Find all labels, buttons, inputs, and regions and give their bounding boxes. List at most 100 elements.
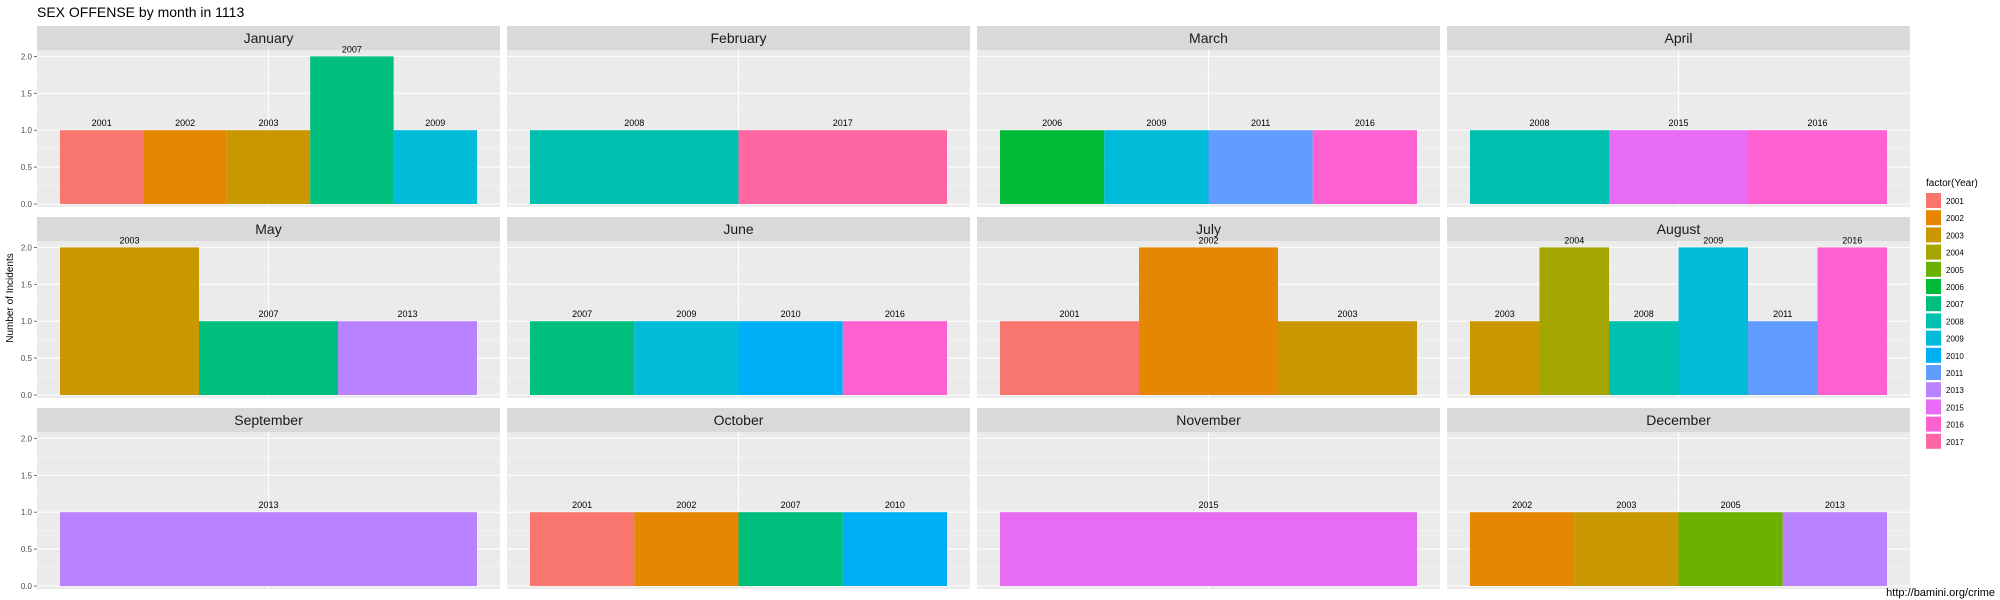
facet-strip bbox=[1447, 26, 1910, 50]
bar-october-2001 bbox=[530, 512, 635, 586]
bar-label: 2013 bbox=[397, 309, 417, 319]
bar-label: 2005 bbox=[1721, 500, 1741, 510]
bar-june-2009 bbox=[634, 321, 739, 395]
bar-february-2008 bbox=[530, 130, 739, 204]
y-tick-label: 0.0 bbox=[21, 200, 33, 209]
facet-strip bbox=[977, 408, 1440, 432]
legend-label: 2002 bbox=[1946, 214, 1964, 223]
legend-label: 2013 bbox=[1946, 386, 1964, 395]
legend-label: 2001 bbox=[1946, 197, 1964, 206]
y-tick-label: 1.5 bbox=[21, 280, 33, 289]
bar-label: 2015 bbox=[1668, 118, 1688, 128]
y-tick-label: 1.5 bbox=[21, 471, 33, 480]
bar-label: 2003 bbox=[1616, 500, 1636, 510]
bar-may-2007 bbox=[199, 321, 338, 395]
legend-swatch-2002 bbox=[1926, 210, 1941, 226]
legend-swatch-2013 bbox=[1926, 382, 1941, 398]
legend-label: 2003 bbox=[1946, 231, 1964, 240]
bar-january-2007 bbox=[310, 56, 394, 204]
facet-panels: January 0.0 0.5 1.0 1.5 2.0 2001 2002 2003 2007 20… bbox=[21, 26, 1910, 591]
legend-swatch-2011 bbox=[1926, 365, 1941, 380]
legend-swatch-2017 bbox=[1926, 433, 1941, 449]
legend-swatch-2007 bbox=[1926, 296, 1941, 312]
bar-april-2015 bbox=[1609, 130, 1748, 204]
facet-strip bbox=[507, 408, 970, 432]
legend-label: 2008 bbox=[1946, 317, 1964, 326]
legend-swatch-2015 bbox=[1926, 399, 1941, 415]
facet-panel-april: April 2008 2015 2016 bbox=[1447, 26, 1910, 207]
bar-label: 2015 bbox=[1198, 500, 1218, 510]
y-tick-label: 0.5 bbox=[21, 354, 33, 363]
facet-strip bbox=[507, 217, 970, 241]
bar-label: 2001 bbox=[92, 118, 112, 128]
chart-title: SEX OFFENSE by month in 1113 bbox=[37, 4, 244, 20]
bar-label: 2016 bbox=[885, 309, 905, 319]
bar-label: 2009 bbox=[425, 118, 445, 128]
facet-panel-november: November 2015 bbox=[977, 408, 1440, 589]
facet-strip-label: June bbox=[723, 221, 754, 237]
bar-label: 2002 bbox=[676, 500, 696, 510]
legend-title: factor(Year) bbox=[1926, 178, 1978, 189]
bar-april-2008 bbox=[1470, 130, 1609, 204]
facet-strip bbox=[977, 26, 1440, 50]
bar-march-2009 bbox=[1104, 130, 1209, 204]
bar-label: 2003 bbox=[119, 235, 139, 245]
legend-swatch-2005 bbox=[1926, 261, 1941, 277]
bar-august-2011 bbox=[1748, 321, 1818, 395]
y-tick-label: 0.0 bbox=[21, 391, 33, 400]
legend-label: 2007 bbox=[1946, 300, 1964, 309]
bar-august-2009 bbox=[1678, 247, 1748, 395]
bar-label: 2002 bbox=[175, 118, 195, 128]
bar-march-2016 bbox=[1312, 130, 1417, 204]
bar-march-2011 bbox=[1208, 130, 1313, 204]
facet-strip-label: July bbox=[1196, 221, 1221, 237]
facet-panel-may: May 0.0 0.5 1.0 1.5 2.0 2003 2007 2013 bbox=[21, 217, 500, 400]
legend-label: 2017 bbox=[1946, 438, 1964, 447]
y-axis-title: Number of Incidents bbox=[5, 253, 16, 343]
bar-august-2008 bbox=[1609, 321, 1679, 395]
bar-label: 2013 bbox=[258, 500, 278, 510]
bar-label: 2016 bbox=[1355, 118, 1375, 128]
bar-label: 2007 bbox=[258, 309, 278, 319]
bar-august-2003 bbox=[1470, 321, 1540, 395]
facet-strip bbox=[37, 408, 500, 432]
facet-strip-label: March bbox=[1189, 30, 1228, 46]
y-tick-label: 2.0 bbox=[21, 52, 33, 61]
legend-label: 2011 bbox=[1946, 369, 1964, 378]
legend-swatch-2016 bbox=[1926, 416, 1941, 432]
legend-swatch-2010 bbox=[1926, 347, 1941, 363]
bar-label: 2009 bbox=[1703, 235, 1723, 245]
legend-swatch-2003 bbox=[1926, 227, 1941, 243]
bar-label: 2001 bbox=[1059, 309, 1079, 319]
facet-panel-september: September 0.0 0.5 1.0 1.5 2.0 2013 bbox=[21, 408, 500, 591]
bar-december-2005 bbox=[1678, 512, 1783, 586]
bar-september-2013 bbox=[60, 512, 477, 586]
facet-strip-label: October bbox=[714, 412, 764, 428]
bar-label: 2003 bbox=[1337, 309, 1357, 319]
legend-swatch-2009 bbox=[1926, 330, 1941, 346]
y-tick-label: 1.0 bbox=[21, 126, 33, 135]
bar-november-2015 bbox=[1000, 512, 1417, 586]
bar-june-2010 bbox=[738, 321, 843, 395]
bar-december-2013 bbox=[1782, 512, 1887, 586]
bar-february-2017 bbox=[738, 130, 947, 204]
facet-panel-march: March 2006 2009 2011 2016 bbox=[977, 26, 1440, 207]
bar-label: 2016 bbox=[1842, 235, 1862, 245]
facet-strip bbox=[37, 26, 500, 50]
bar-march-2006 bbox=[1000, 130, 1105, 204]
bar-label: 2008 bbox=[624, 118, 644, 128]
y-tick-label: 0.5 bbox=[21, 545, 33, 554]
bar-label: 2011 bbox=[1251, 118, 1270, 128]
bar-label: 2007 bbox=[781, 500, 801, 510]
bar-january-2001 bbox=[60, 130, 144, 204]
legend: factor(Year) 2001 2002 2003 2004 2005 2006 2007… bbox=[1926, 178, 1978, 449]
bar-december-2002 bbox=[1470, 512, 1575, 586]
legend-label: 2004 bbox=[1946, 249, 1964, 258]
y-tick-label: 1.0 bbox=[21, 317, 33, 326]
legend-swatch-2006 bbox=[1926, 279, 1941, 294]
bar-january-2002 bbox=[143, 130, 227, 204]
bar-october-2010 bbox=[842, 512, 947, 586]
facet-strip bbox=[507, 26, 970, 50]
bar-august-2004 bbox=[1539, 247, 1609, 395]
